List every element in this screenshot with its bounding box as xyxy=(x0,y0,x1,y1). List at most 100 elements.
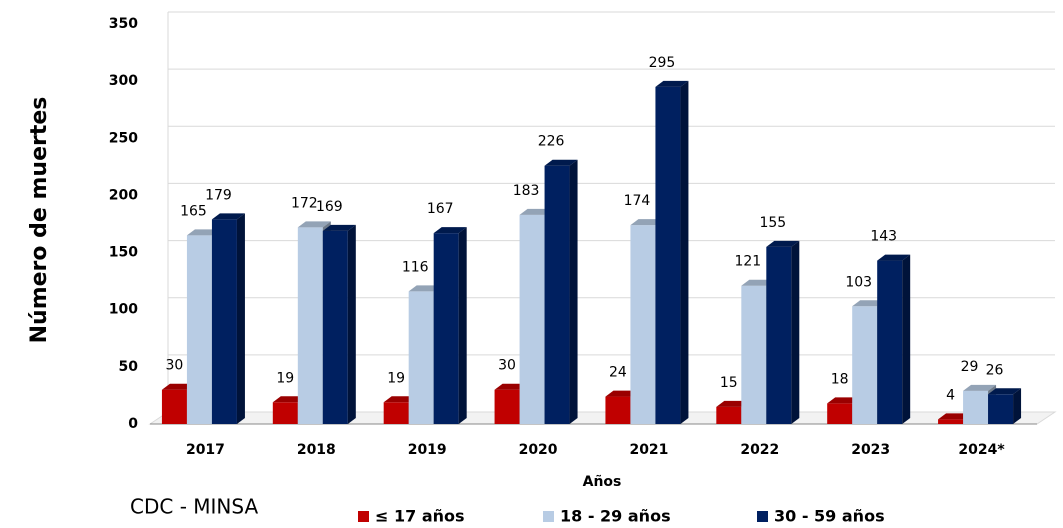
bar-front xyxy=(186,235,212,424)
bar-front xyxy=(544,165,570,424)
bar-top xyxy=(186,229,220,236)
x-tick-label: 2021 xyxy=(629,442,668,458)
bar xyxy=(655,80,689,424)
bar-top xyxy=(852,300,886,307)
bar xyxy=(988,388,1022,424)
bar-front xyxy=(494,389,520,424)
bar-side xyxy=(1013,388,1022,424)
y-tick-label: 350 xyxy=(109,16,138,32)
legend-label: 18 - 29 años xyxy=(560,507,671,526)
bar-front xyxy=(630,225,656,424)
y-tick-label: 200 xyxy=(109,187,138,203)
bar-front xyxy=(433,233,459,424)
legend-label: 30 - 59 años xyxy=(774,507,885,526)
bar-front xyxy=(161,389,187,424)
data-label: 19 xyxy=(276,370,294,386)
y-tick-label: 300 xyxy=(109,73,138,89)
data-label: 165 xyxy=(180,203,207,219)
bar-top xyxy=(519,208,553,215)
bar-top xyxy=(383,396,417,403)
bar-side xyxy=(569,159,578,424)
bar-front xyxy=(741,285,767,424)
bar xyxy=(766,240,800,424)
x-tick-label: 2017 xyxy=(186,442,225,458)
bar-top xyxy=(766,240,800,247)
bar xyxy=(544,159,578,424)
bar-top xyxy=(655,80,689,87)
data-label: 295 xyxy=(649,55,676,71)
data-label: 179 xyxy=(205,187,232,203)
x-tick-label: 2024* xyxy=(958,442,1005,458)
bar-side xyxy=(902,254,911,424)
bar-top xyxy=(605,390,639,397)
bar-front xyxy=(716,406,742,424)
y-tick-label: 100 xyxy=(109,302,138,318)
bar-front xyxy=(827,403,853,424)
bar-top xyxy=(494,383,528,390)
data-label: 183 xyxy=(513,183,540,199)
bar-side xyxy=(236,213,245,424)
data-label: 24 xyxy=(609,365,627,381)
data-label: 116 xyxy=(402,259,429,275)
y-tick-label: 50 xyxy=(119,359,139,375)
bar-top xyxy=(963,384,997,391)
bar-top xyxy=(211,213,245,220)
source: CDC - MINSA xyxy=(130,495,258,519)
data-label: 26 xyxy=(986,362,1004,378)
x-tick-label: 2020 xyxy=(519,442,558,458)
bar-front xyxy=(938,419,964,424)
bar-front xyxy=(655,86,681,424)
data-label: 30 xyxy=(498,358,516,374)
bar-top xyxy=(297,221,331,228)
bar-top xyxy=(988,388,1022,395)
bar-front xyxy=(272,402,298,424)
bar-top xyxy=(877,254,911,261)
legend-swatch xyxy=(358,511,369,522)
bar-top xyxy=(272,396,306,403)
data-label: 172 xyxy=(291,195,318,211)
bar xyxy=(211,213,245,424)
bar-top xyxy=(544,159,578,166)
bar-front xyxy=(322,230,348,424)
data-label: 143 xyxy=(870,229,897,245)
legend-label: ≤ 17 años xyxy=(375,507,465,526)
bar-top xyxy=(161,383,195,390)
data-label: 103 xyxy=(845,274,872,290)
bar-top xyxy=(433,227,467,234)
x-tick-label: 2022 xyxy=(740,442,779,458)
data-label: 121 xyxy=(734,254,761,270)
data-label: 29 xyxy=(961,359,979,375)
data-label: 226 xyxy=(538,134,565,150)
bar-front xyxy=(877,260,903,424)
x-tick-label: 2018 xyxy=(297,442,336,458)
bar-front xyxy=(988,394,1014,424)
bar-front xyxy=(963,390,989,424)
bar-top xyxy=(741,279,775,286)
data-label: 18 xyxy=(831,371,849,387)
data-label: 15 xyxy=(720,375,738,391)
bar-top xyxy=(938,413,972,420)
bar-side xyxy=(458,227,467,424)
bar-top xyxy=(322,224,356,231)
legend-swatch xyxy=(757,511,768,522)
x-axis-label: Años xyxy=(583,474,622,490)
bar-top xyxy=(408,285,442,292)
bar-front xyxy=(852,306,878,424)
bar xyxy=(877,254,911,424)
x-tick-label: 2019 xyxy=(408,442,447,458)
bar-top xyxy=(716,400,750,407)
y-tick-label: 250 xyxy=(109,130,138,146)
bar-front xyxy=(211,219,237,424)
bar-top xyxy=(827,397,861,404)
data-label: 19 xyxy=(387,370,405,386)
bar-front xyxy=(383,402,409,424)
bar-side xyxy=(347,224,356,424)
data-label: 167 xyxy=(427,201,454,217)
bar-front xyxy=(297,227,323,424)
bar-front xyxy=(408,291,434,424)
y-tick-label: 150 xyxy=(109,245,138,261)
bar-front xyxy=(766,246,792,424)
x-tick-label: 2023 xyxy=(851,442,890,458)
